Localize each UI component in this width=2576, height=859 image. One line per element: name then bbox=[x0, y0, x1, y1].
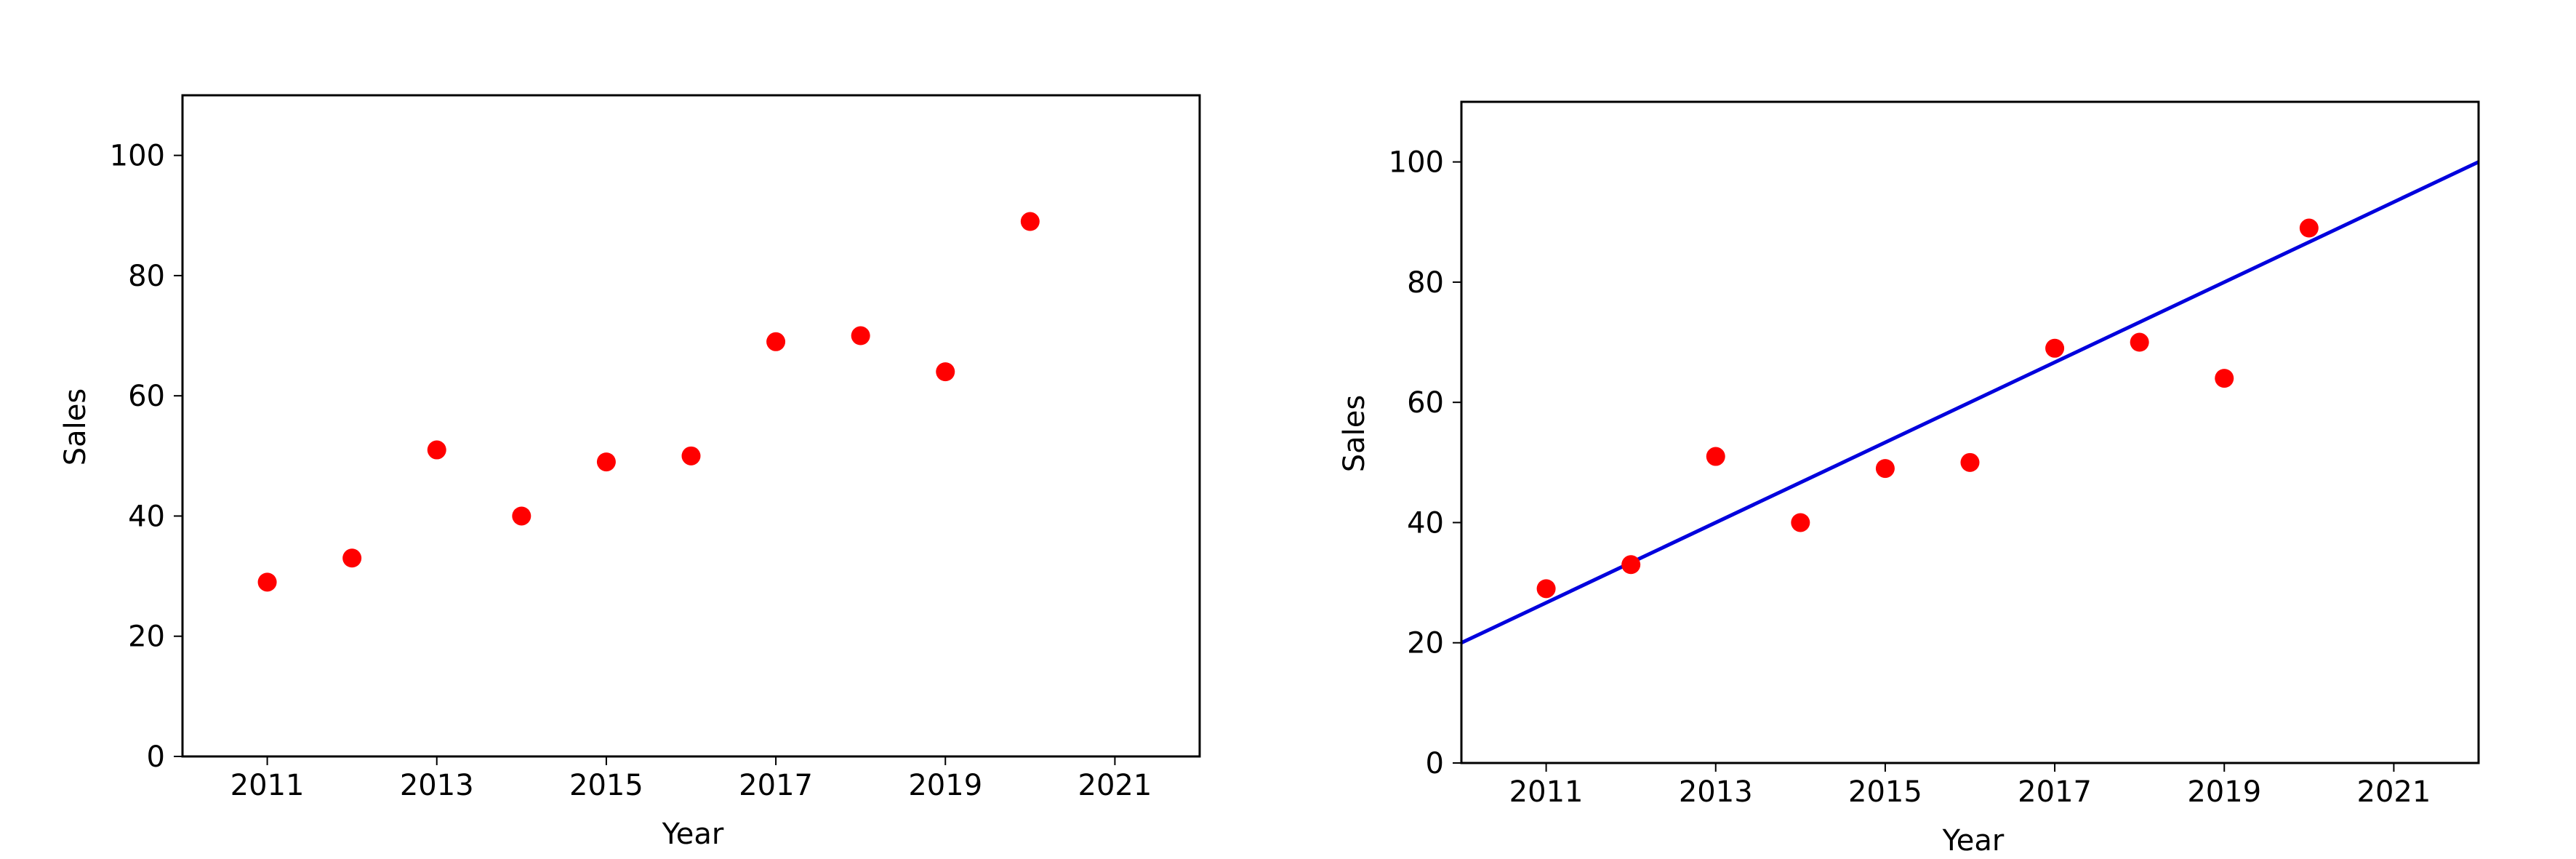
data-point-right-2020 bbox=[2299, 218, 2319, 238]
x-tick-label-right-5: 2021 bbox=[2357, 775, 2431, 809]
data-point-left-2016 bbox=[681, 446, 701, 466]
data-point-right-2016 bbox=[1960, 452, 1980, 472]
x-tick-label-left-4: 2019 bbox=[908, 769, 982, 802]
y-axis-label-left: Sales bbox=[59, 388, 92, 466]
data-point-right-2017 bbox=[2045, 338, 2065, 358]
y-tick-label-right-2: 40 bbox=[1407, 506, 1444, 540]
x-tick-label-left-5: 2021 bbox=[1078, 769, 1152, 802]
y-tick-label-right-0: 0 bbox=[1426, 747, 1444, 780]
x-tick-label-left-1: 2013 bbox=[400, 769, 474, 802]
y-tick-label-right-5: 100 bbox=[1389, 146, 1444, 180]
x-tick-label-left-3: 2017 bbox=[739, 769, 813, 802]
y-tick-label-right-1: 20 bbox=[1407, 627, 1444, 660]
data-point-right-2011 bbox=[1536, 579, 1556, 599]
x-axis-label-left: Year bbox=[662, 818, 724, 851]
axes-frame-left bbox=[181, 94, 1201, 758]
data-point-right-2015 bbox=[1875, 459, 1895, 479]
x-tick-label-left-2: 2015 bbox=[569, 769, 643, 802]
scatter-chart-right: 2011 2013 2015 2017 2019 2021 0 20 40 60 80 100 Yea… bbox=[1338, 100, 2480, 858]
y-tick-label-right-3: 60 bbox=[1407, 386, 1444, 420]
x-axis-label-right: Year bbox=[1942, 824, 2005, 858]
axes-frame-right bbox=[1460, 100, 2480, 764]
x-tick-label-right-2: 2015 bbox=[1848, 775, 1922, 809]
x-tick-label-right-3: 2017 bbox=[2018, 775, 2092, 809]
data-point-left-2011 bbox=[257, 572, 277, 592]
y-tick-label-right-4: 80 bbox=[1407, 266, 1444, 300]
y-tick-label-left-0: 0 bbox=[147, 740, 165, 774]
y-axis-label-right: Sales bbox=[1338, 395, 1371, 472]
data-point-left-2014 bbox=[512, 506, 531, 526]
x-tick-label-left-0: 2011 bbox=[230, 769, 305, 802]
data-point-right-2019 bbox=[2215, 369, 2234, 388]
x-tick-label-right-4: 2019 bbox=[2187, 775, 2261, 809]
data-point-left-2012 bbox=[342, 548, 362, 568]
data-point-left-2018 bbox=[851, 326, 870, 345]
data-point-left-2013 bbox=[427, 440, 446, 460]
data-point-right-2013 bbox=[1706, 447, 1725, 466]
y-tick-label-left-2: 40 bbox=[128, 500, 165, 533]
data-point-left-2020 bbox=[1020, 212, 1040, 231]
plot-area-left: 2011 2013 2015 2017 2019 2021 0 20 40 60 80 100 bbox=[110, 94, 1201, 802]
y-tick-label-left-3: 60 bbox=[128, 380, 165, 413]
data-point-left-2019 bbox=[936, 362, 955, 382]
data-point-left-2017 bbox=[766, 332, 786, 351]
data-point-right-2012 bbox=[1621, 555, 1641, 575]
plot-area-right: 2011 2013 2015 2017 2019 2021 0 20 40 60 80 100 bbox=[1389, 100, 2480, 809]
data-point-right-2018 bbox=[2130, 332, 2149, 352]
x-tick-label-right-1: 2013 bbox=[1679, 775, 1753, 809]
y-tick-label-left-5: 100 bbox=[110, 140, 165, 173]
data-point-left-2015 bbox=[596, 452, 616, 472]
scatter-chart-left: 2011 2013 2015 2017 2019 2021 0 20 40 60 80 100 Yea… bbox=[59, 94, 1201, 851]
y-tick-label-left-4: 80 bbox=[128, 260, 165, 293]
data-point-right-2014 bbox=[1791, 513, 1810, 532]
x-tick-label-right-0: 2011 bbox=[1509, 775, 1584, 809]
y-tick-label-left-1: 20 bbox=[128, 620, 165, 654]
